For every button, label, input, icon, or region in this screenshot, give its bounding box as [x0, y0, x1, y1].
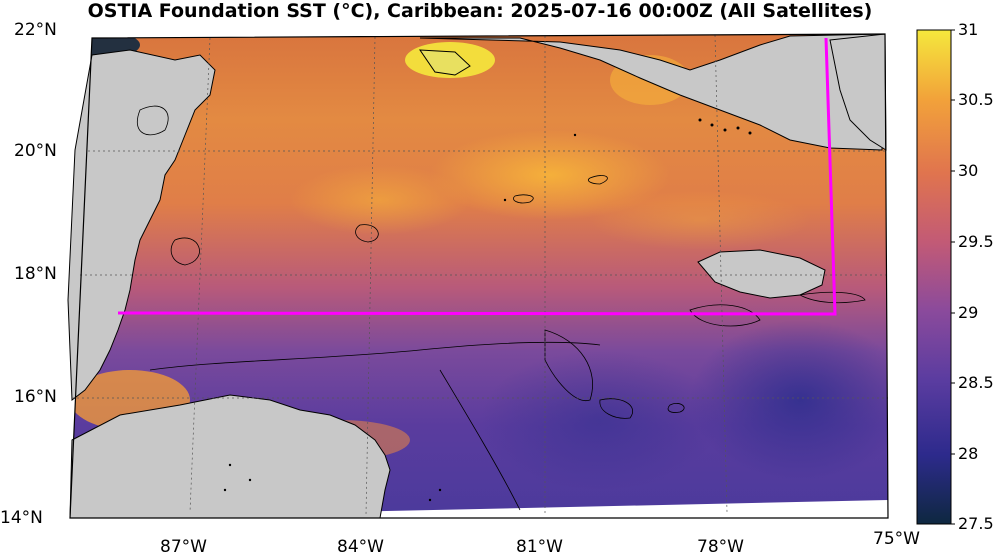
- lon-label-87w: 87°W: [160, 537, 207, 557]
- lat-label-16n: 16°N: [14, 387, 57, 407]
- isla-juventud-land: [419, 49, 471, 76]
- colorbar-label-29-5: 29.5: [958, 232, 994, 251]
- colorbar-label-31: 31: [958, 20, 979, 39]
- lat-label-14n: 14°N: [0, 508, 43, 528]
- lon-label-78w: 78°W: [697, 537, 744, 557]
- colorbar-label-29: 29: [958, 303, 979, 322]
- depth-contours: [136, 105, 866, 511]
- lon-label-84w: 84°W: [337, 537, 384, 557]
- lat-label-18n: 18°N: [14, 264, 57, 284]
- jamaica-land: [697, 249, 826, 299]
- map-frame: [69, 33, 889, 519]
- lon-label-81w: 81°W: [516, 537, 563, 557]
- colorbar-label-28: 28: [958, 444, 979, 463]
- colorbar-label-28-5: 28.5: [958, 373, 994, 392]
- lon-label-75w: 75°W: [873, 529, 920, 549]
- cuba-land: [419, 33, 886, 151]
- yucatan-land: [67, 49, 216, 401]
- colorbar: [916, 29, 955, 525]
- lat-label-20n: 20°N: [14, 141, 57, 161]
- colorbar-label-30: 30: [958, 161, 979, 180]
- region-boundary: [117, 37, 837, 316]
- map-title: OSTIA Foundation SST (°C), Caribbean: 20…: [87, 0, 873, 22]
- land-masses: [67, 33, 887, 519]
- graticule: [72, 34, 888, 516]
- small-cays: [223, 118, 752, 502]
- central-america-land: [69, 394, 391, 519]
- colorbar-label-27-5: 27.5: [958, 514, 994, 533]
- lat-label-22n: 22°N: [14, 20, 57, 40]
- colorbar-label-30-5: 30.5: [958, 90, 994, 109]
